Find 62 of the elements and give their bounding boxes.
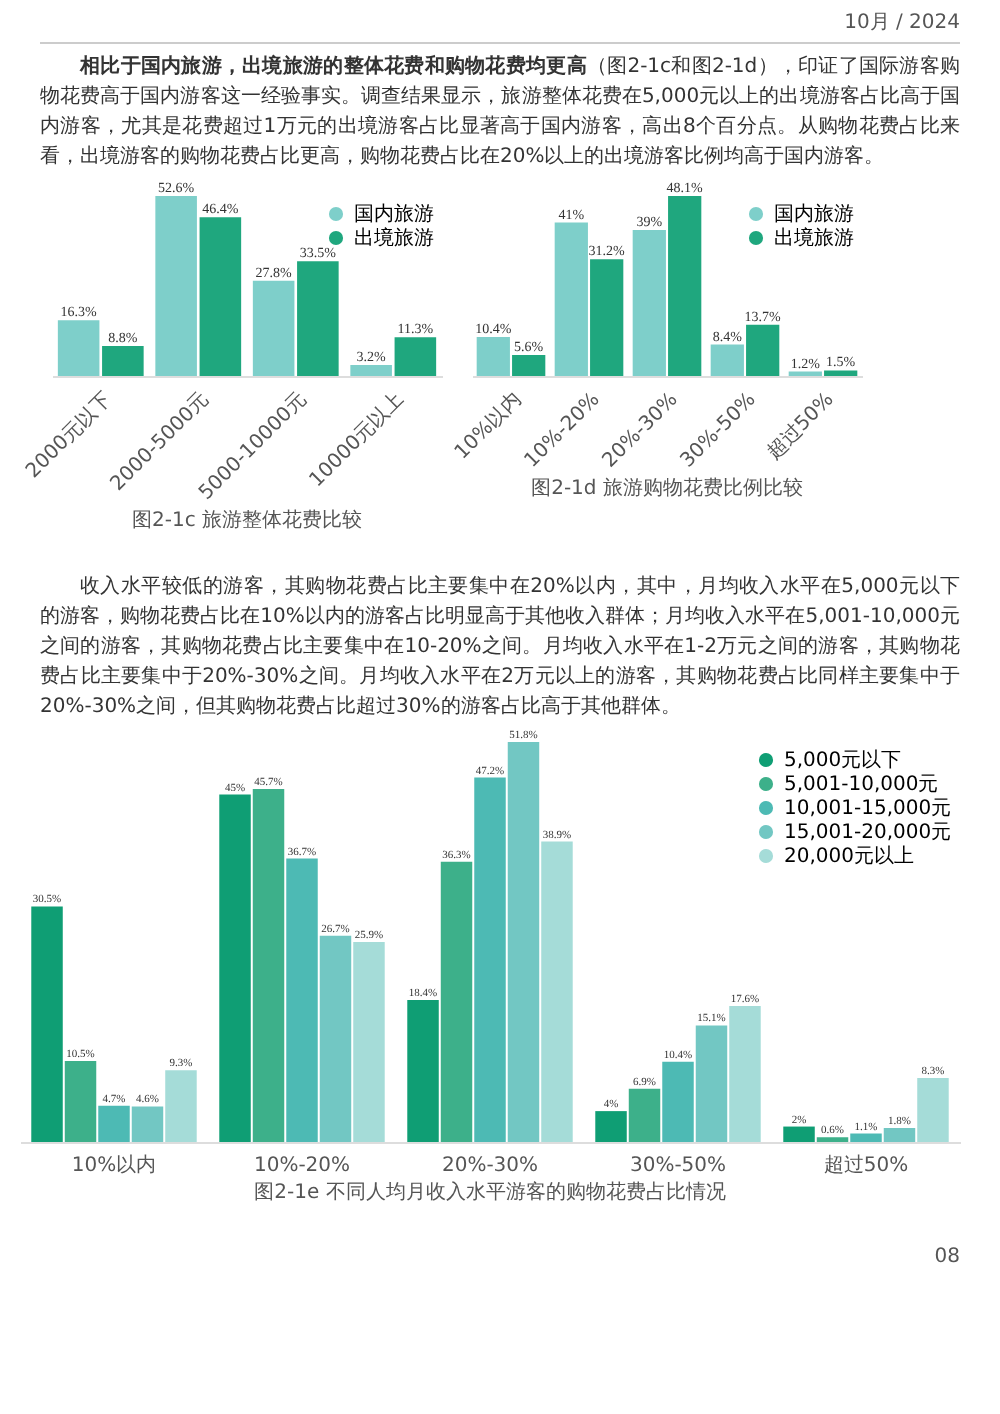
bar	[541, 841, 573, 1142]
bar	[31, 906, 63, 1142]
bar	[64, 1060, 97, 1142]
text: 图2-1d 旅游购物花费比例比较	[531, 476, 803, 501]
bar	[883, 1128, 916, 1142]
bar	[476, 337, 510, 376]
legend-label: 国内旅游	[354, 202, 434, 226]
x-tick-label: 10%-20%	[253, 1155, 351, 1177]
bar	[394, 337, 437, 376]
bar	[507, 742, 540, 1142]
bar	[286, 858, 318, 1142]
x-tick-label: 30%-50%	[629, 1155, 727, 1177]
bar	[319, 935, 352, 1142]
bar	[668, 196, 702, 376]
bar	[155, 196, 197, 376]
bar	[252, 280, 295, 376]
bar	[595, 1111, 627, 1142]
text: 收入水平较低的游客，其购物花费占比主要集中在20%以内，其中，月均收入水平在5,000元以下的游客，购物花费占比在10%以内的游客占比明显高于其他收入群体；月均收入水平在5,001-10,000元之间的游客，其购物花费占比主要集中在10-20%之间。月均收入水平在1-2万元之间的游客，其购物花费占比主要集中于20%-30%之间。月均收入水平在2万元以上的游客，其购物花费占比同样主要集中于20%-30%之间，但其购物花费占比超过30%的游客占比高于其他群体。	[40, 573, 960, 722]
bar	[440, 861, 473, 1142]
text: 图2-1e 不同人均月收入水平游客的购物花费占比情况	[254, 1180, 726, 1204]
bar	[850, 1133, 882, 1142]
legend-label: 5,001-10,000元	[784, 774, 939, 796]
bar	[628, 1088, 661, 1142]
legend-label: 10,001-15,000元	[784, 798, 952, 820]
bar	[662, 1061, 694, 1142]
bar	[917, 1077, 949, 1142]
x-tick-label: 超过50%	[823, 1153, 909, 1177]
bar	[710, 344, 744, 376]
legend-label: 出境旅游	[354, 226, 434, 250]
bar	[695, 1025, 728, 1142]
legend-label: 出境旅游	[774, 226, 854, 250]
legend-label: 5,000元以下	[784, 748, 902, 772]
bar	[98, 1105, 130, 1142]
text: 图2-1c 旅游整体花费比较	[131, 508, 363, 533]
bar	[199, 217, 242, 376]
bar	[353, 942, 385, 1142]
bar	[474, 777, 506, 1142]
bar	[632, 230, 666, 376]
text: 相比于国内旅游，出境旅游的整体花费和购物花费均更高	[80, 56, 587, 78]
bar	[252, 789, 285, 1142]
bar	[729, 1006, 761, 1142]
bar	[165, 1070, 197, 1142]
bar	[350, 365, 392, 376]
bar	[554, 222, 588, 376]
bar	[783, 1126, 815, 1142]
bar	[407, 999, 439, 1142]
bar	[512, 355, 546, 376]
bar	[297, 261, 339, 376]
bar	[131, 1106, 164, 1142]
text: 10月 / 2024	[40, 0, 960, 44]
legend-label: 国内旅游	[774, 202, 854, 226]
bar	[824, 370, 858, 376]
bar	[102, 345, 144, 376]
text: 08	[932, 1244, 960, 1272]
bar	[57, 320, 100, 376]
legend-label: 20,000元以上	[784, 844, 914, 868]
bar	[590, 259, 624, 376]
legend-label: 15,001-20,000元	[784, 822, 952, 844]
x-tick-label: 20%-30%	[441, 1155, 539, 1177]
x-tick-label: 10%以内	[71, 1153, 157, 1177]
bar	[219, 794, 251, 1142]
bar	[746, 324, 780, 376]
